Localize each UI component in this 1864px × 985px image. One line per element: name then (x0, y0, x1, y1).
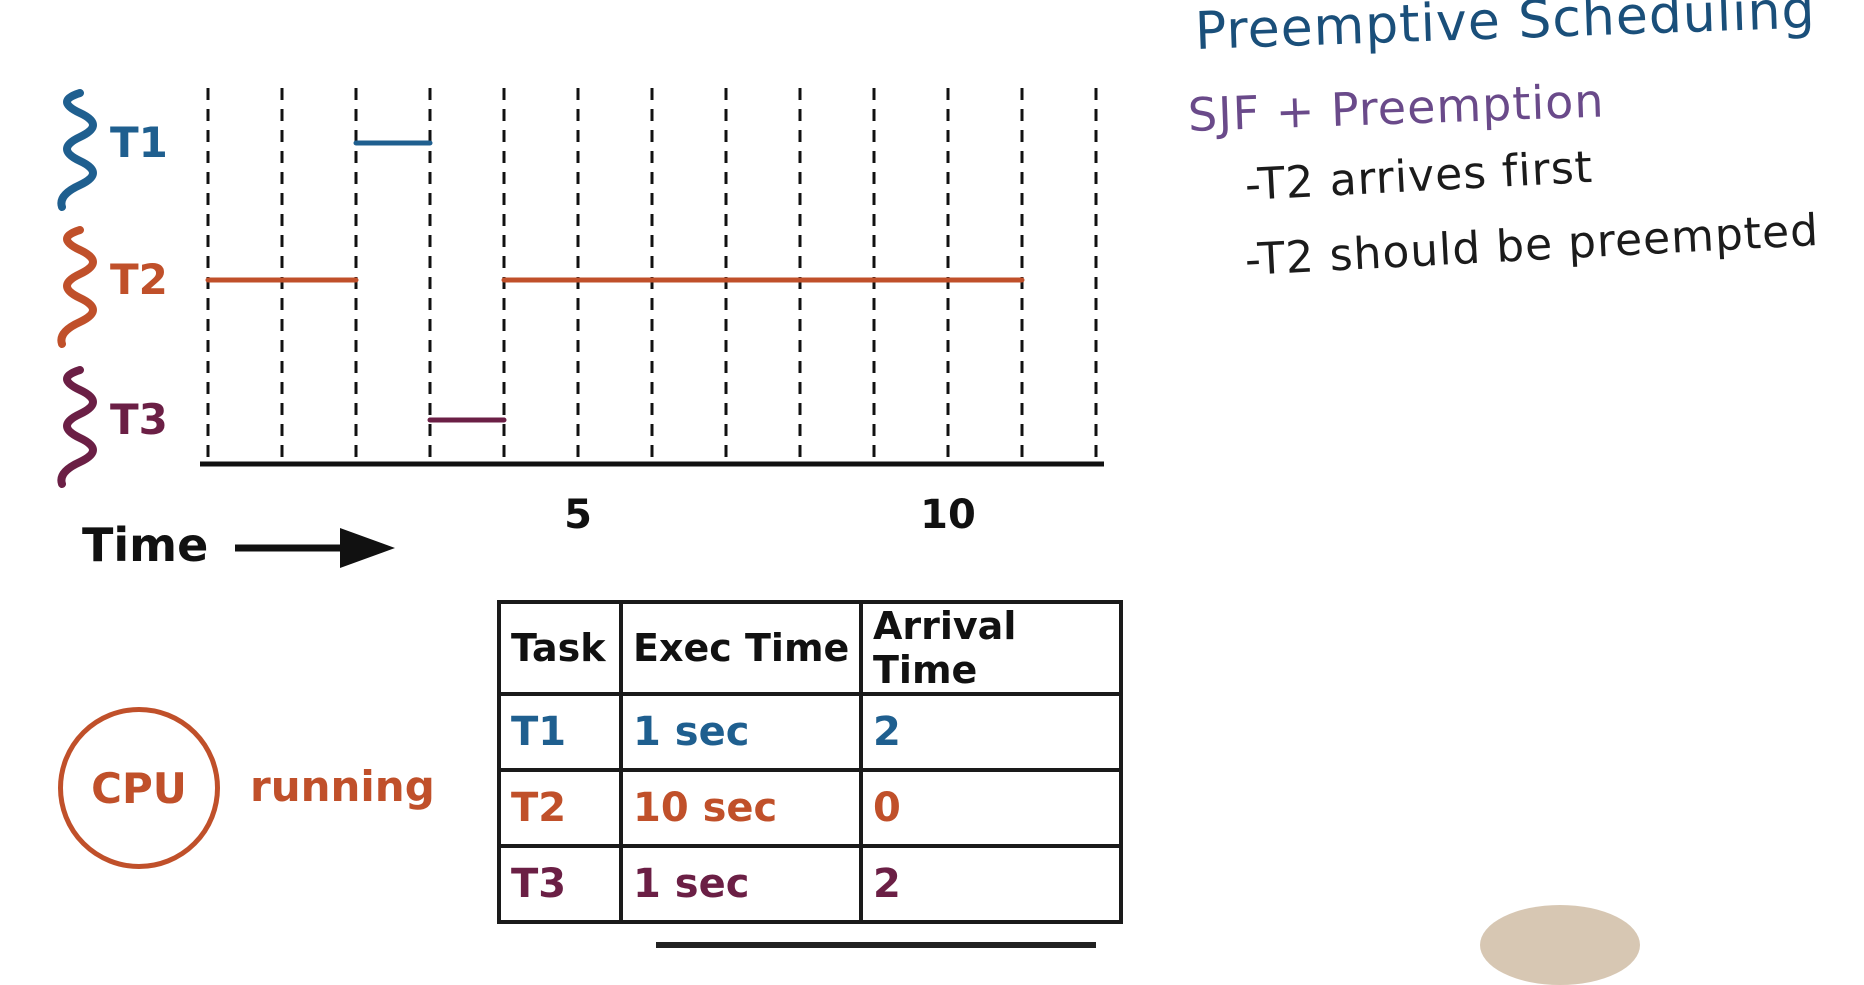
gantt-chart: T1 T2 T3 5 10 (57, 88, 1104, 568)
arrival-time-cell: 2 (859, 692, 1123, 772)
time-axis-label: Time (82, 518, 209, 572)
arrival-time-cell: 0 (859, 768, 1123, 848)
task-label: T1 (110, 118, 168, 167)
column-header-arrival-time: Arrival Time (859, 600, 1123, 696)
exec-time-cell: 1 sec (619, 692, 863, 772)
exec-time-cell: 10 sec (619, 768, 863, 848)
notes-title: Preemptive Scheduling (1193, 0, 1817, 62)
column-header-exec-time: Exec Time (619, 600, 863, 696)
task-label: T2 (110, 255, 168, 304)
table-row: T2 10 sec 0 (497, 768, 1123, 848)
note-bullet: -T2 should be preempted (1243, 204, 1821, 286)
cpu-label: CPU (91, 763, 187, 813)
task-table: Task Exec Time Arrival Time T1 1 sec 2 T… (497, 600, 1123, 924)
task-cell: T2 (497, 768, 623, 848)
column-header-task: Task (497, 600, 623, 696)
time-axis: 5 10 (200, 461, 1104, 538)
task-cell: T1 (497, 692, 623, 772)
time-gridlines (206, 88, 1098, 464)
task-segments (205, 140, 1025, 423)
arrival-time-cell: 2 (859, 844, 1123, 924)
thread-icon (57, 89, 97, 211)
table-header-row: Task Exec Time Arrival Time (497, 600, 1123, 696)
video-progress-bar[interactable] (656, 942, 1096, 948)
note-bullet: -T2 arrives first (1243, 141, 1595, 211)
task-cell: T3 (497, 844, 623, 924)
notes-subtitle: SJF + Preemption (1187, 73, 1606, 142)
cpu-status: running (250, 762, 435, 811)
cpu-icon: CPU (58, 707, 220, 869)
exec-time-cell: 1 sec (619, 844, 863, 924)
table-row: T1 1 sec 2 (497, 692, 1123, 772)
task-labels: T1 T2 T3 (57, 89, 168, 488)
presenter-hand (1480, 905, 1640, 985)
time-arrow-icon (235, 528, 395, 568)
table-row: T3 1 sec 2 (497, 844, 1123, 924)
tick-label: 5 (564, 492, 592, 538)
tick-label: 10 (920, 492, 976, 538)
task-label: T3 (110, 395, 168, 444)
thread-icon (57, 226, 97, 348)
thread-icon (57, 366, 97, 488)
